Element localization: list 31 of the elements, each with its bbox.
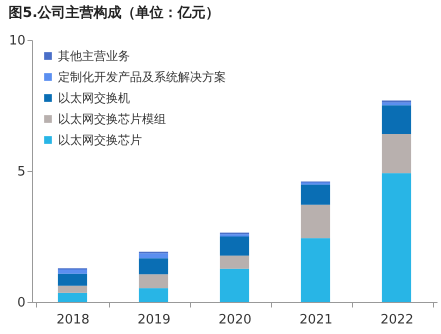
legend-label: 以太网交换芯片模组 xyxy=(58,112,166,126)
bar xyxy=(382,105,412,134)
x-tick-label: 2020 xyxy=(218,312,252,328)
x-tick-label: 2019 xyxy=(137,312,171,328)
chart-title: 图5.公司主营构成（单位：亿元） xyxy=(8,4,220,21)
bar xyxy=(382,173,412,302)
bar xyxy=(300,204,330,238)
x-tick-label: 2022 xyxy=(380,312,414,328)
bar xyxy=(58,292,88,302)
x-tick-label: 2018 xyxy=(56,312,90,328)
legend-label: 其他主营业务 xyxy=(58,49,130,63)
y-tick-label: 0 xyxy=(17,296,26,310)
legend-label: 定制化开发产品及系统解决方案 xyxy=(58,70,226,84)
bar xyxy=(58,274,88,286)
bar xyxy=(138,274,168,288)
bar xyxy=(138,288,168,302)
bar xyxy=(220,256,250,269)
y-tick-label: 5 xyxy=(17,164,26,180)
x-tick-label: 2021 xyxy=(299,312,333,328)
bar xyxy=(382,134,412,174)
legend-label: 以太网交换芯片 xyxy=(58,133,142,147)
y-tick-label: 10 xyxy=(8,34,26,48)
bar xyxy=(300,184,330,205)
bar xyxy=(300,238,330,302)
bar xyxy=(220,268,250,302)
bar xyxy=(58,286,88,293)
bar xyxy=(58,270,88,274)
bar xyxy=(220,236,250,256)
bar xyxy=(138,258,168,274)
legend-label: 以太网交换机 xyxy=(58,91,130,105)
bar xyxy=(138,253,168,258)
